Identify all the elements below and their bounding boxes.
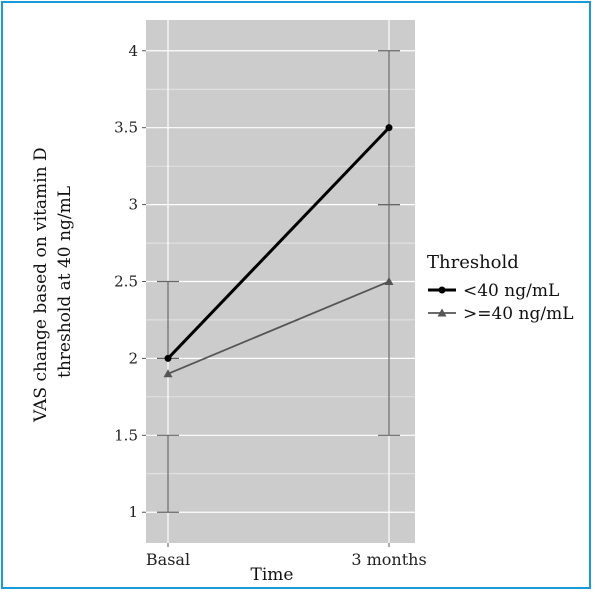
legend-label: >=40 ng/mL bbox=[463, 304, 574, 324]
data-point-circle bbox=[385, 124, 393, 132]
series-points bbox=[163, 124, 394, 378]
legend: Threshold <40 ng/mL >=40 ng/mL bbox=[427, 252, 574, 324]
series-line bbox=[166, 126, 391, 360]
y-tick-label: 3 bbox=[128, 196, 138, 214]
y-axis-title: VAS change based on vitamin D threshold … bbox=[31, 142, 75, 423]
error-bars bbox=[157, 50, 400, 513]
x-axis-ticks: Basal 3 months bbox=[146, 543, 427, 569]
x-tick-label: Basal bbox=[146, 550, 190, 569]
y-tick-label: 1.5 bbox=[114, 426, 138, 444]
series-line bbox=[167, 280, 390, 375]
legend-label: <40 ng/mL bbox=[463, 281, 559, 301]
x-axis-title: Time bbox=[251, 565, 294, 585]
y-tick-label: 1 bbox=[128, 503, 138, 521]
y-tick-label: 3.5 bbox=[114, 119, 138, 137]
series-lines bbox=[166, 126, 391, 375]
legend-key-triangle bbox=[437, 308, 447, 317]
data-point-triangle bbox=[384, 277, 394, 285]
legend-title: Threshold bbox=[427, 252, 519, 273]
y-axis-title-line-1: VAS change based on vitamin D bbox=[31, 147, 51, 423]
y-tick-label: 2 bbox=[128, 349, 138, 367]
y-tick-label: 4 bbox=[128, 42, 138, 60]
y-tick-label: 2.5 bbox=[114, 273, 138, 291]
legend-key-circle bbox=[438, 286, 446, 294]
legend-items: <40 ng/mL >=40 ng/mL bbox=[428, 281, 574, 324]
data-point-circle bbox=[164, 354, 172, 362]
x-tick-label: 3 months bbox=[351, 550, 426, 569]
y-axis-title-line-2: threshold at 40 ng/mL bbox=[55, 186, 75, 378]
data-point-triangle bbox=[163, 369, 173, 378]
y-axis-ticks: 1 1.5 2 2.5 3 3.5 4 bbox=[114, 42, 146, 521]
